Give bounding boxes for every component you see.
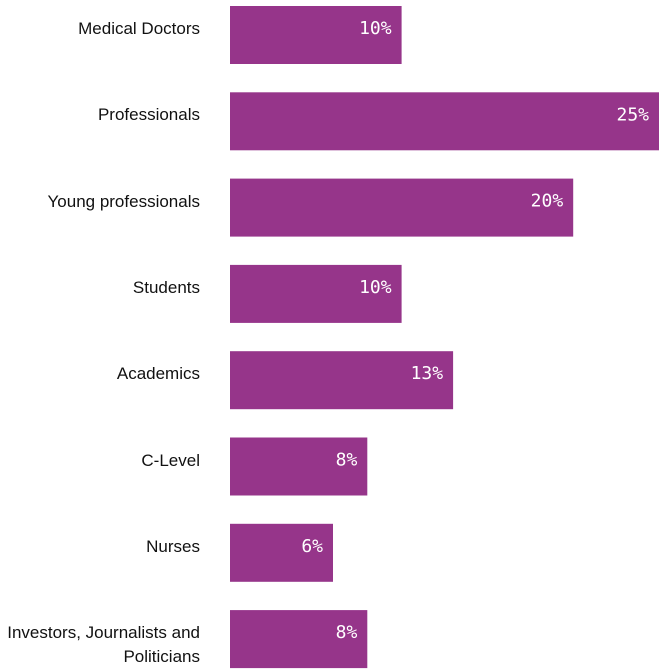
- bar-7: [230, 610, 368, 669]
- category-label-6: Nurses: [146, 536, 200, 556]
- bar-5: [230, 437, 368, 496]
- bar-1: [230, 92, 659, 151]
- category-label-2: Young professionals: [47, 191, 201, 211]
- value-label-4: 13%: [411, 363, 444, 384]
- category-label-7: Investors, Journalists and Politicians: [7, 623, 200, 667]
- category-label-4: Academics: [116, 364, 200, 384]
- category-label-3: Students: [132, 277, 200, 297]
- value-label-6: 6%: [301, 536, 323, 557]
- value-label-1: 25%: [616, 104, 649, 125]
- bar-4: [230, 351, 454, 410]
- bar-3: [230, 264, 402, 323]
- value-label-3: 10%: [359, 277, 392, 298]
- bar-0: [230, 6, 402, 64]
- category-label-1: Professionals: [97, 105, 200, 125]
- category-label-5: C-Level: [141, 450, 200, 470]
- bar-2: [230, 178, 574, 237]
- category-label-0: Medical Doctors: [78, 19, 200, 38]
- bar-6: [230, 523, 333, 582]
- value-label-5: 8%: [336, 450, 358, 471]
- value-label-7: 8%: [336, 622, 358, 643]
- value-label-0: 10%: [359, 18, 392, 39]
- value-label-2: 20%: [531, 191, 564, 212]
